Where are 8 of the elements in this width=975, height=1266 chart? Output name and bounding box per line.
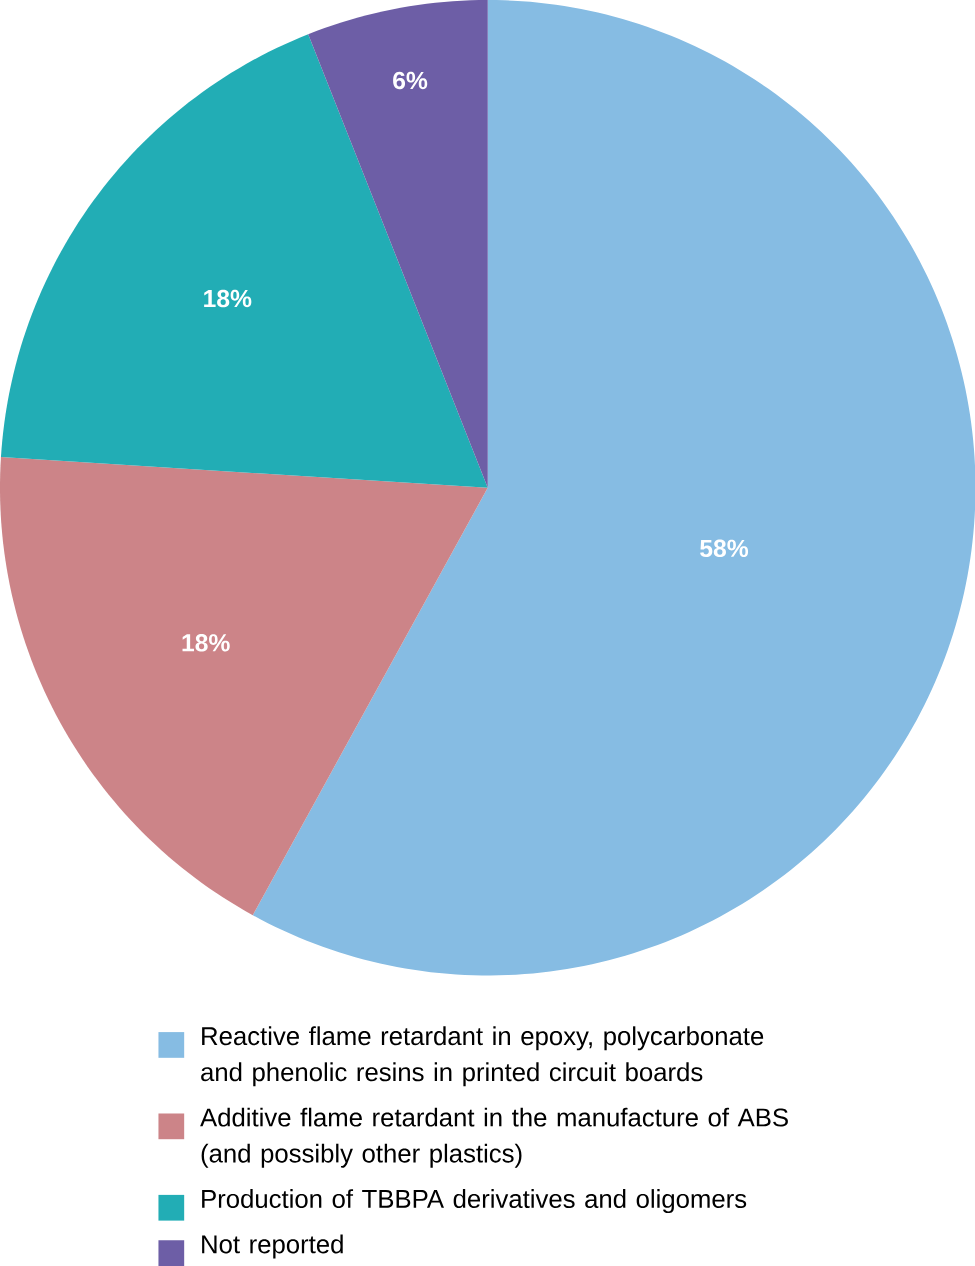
legend-label: Production of TBBPA derivatives and oligomers	[201, 1189, 746, 1214]
data-label: 58%	[699, 539, 748, 558]
legend-label: Not reported	[201, 1234, 343, 1259]
data-label: 18%	[203, 289, 252, 308]
data-label: 6%	[392, 71, 427, 90]
legend-label: Reactive flame retardant in epoxy, polycarbonate and phenolic resins in printed circuit boards	[200, 1026, 763, 1087]
legend-label: Additive flame retardant in the manufacture of ABS (and possibly other plastics)	[199, 1107, 788, 1168]
data-label: 18%	[182, 634, 230, 652]
